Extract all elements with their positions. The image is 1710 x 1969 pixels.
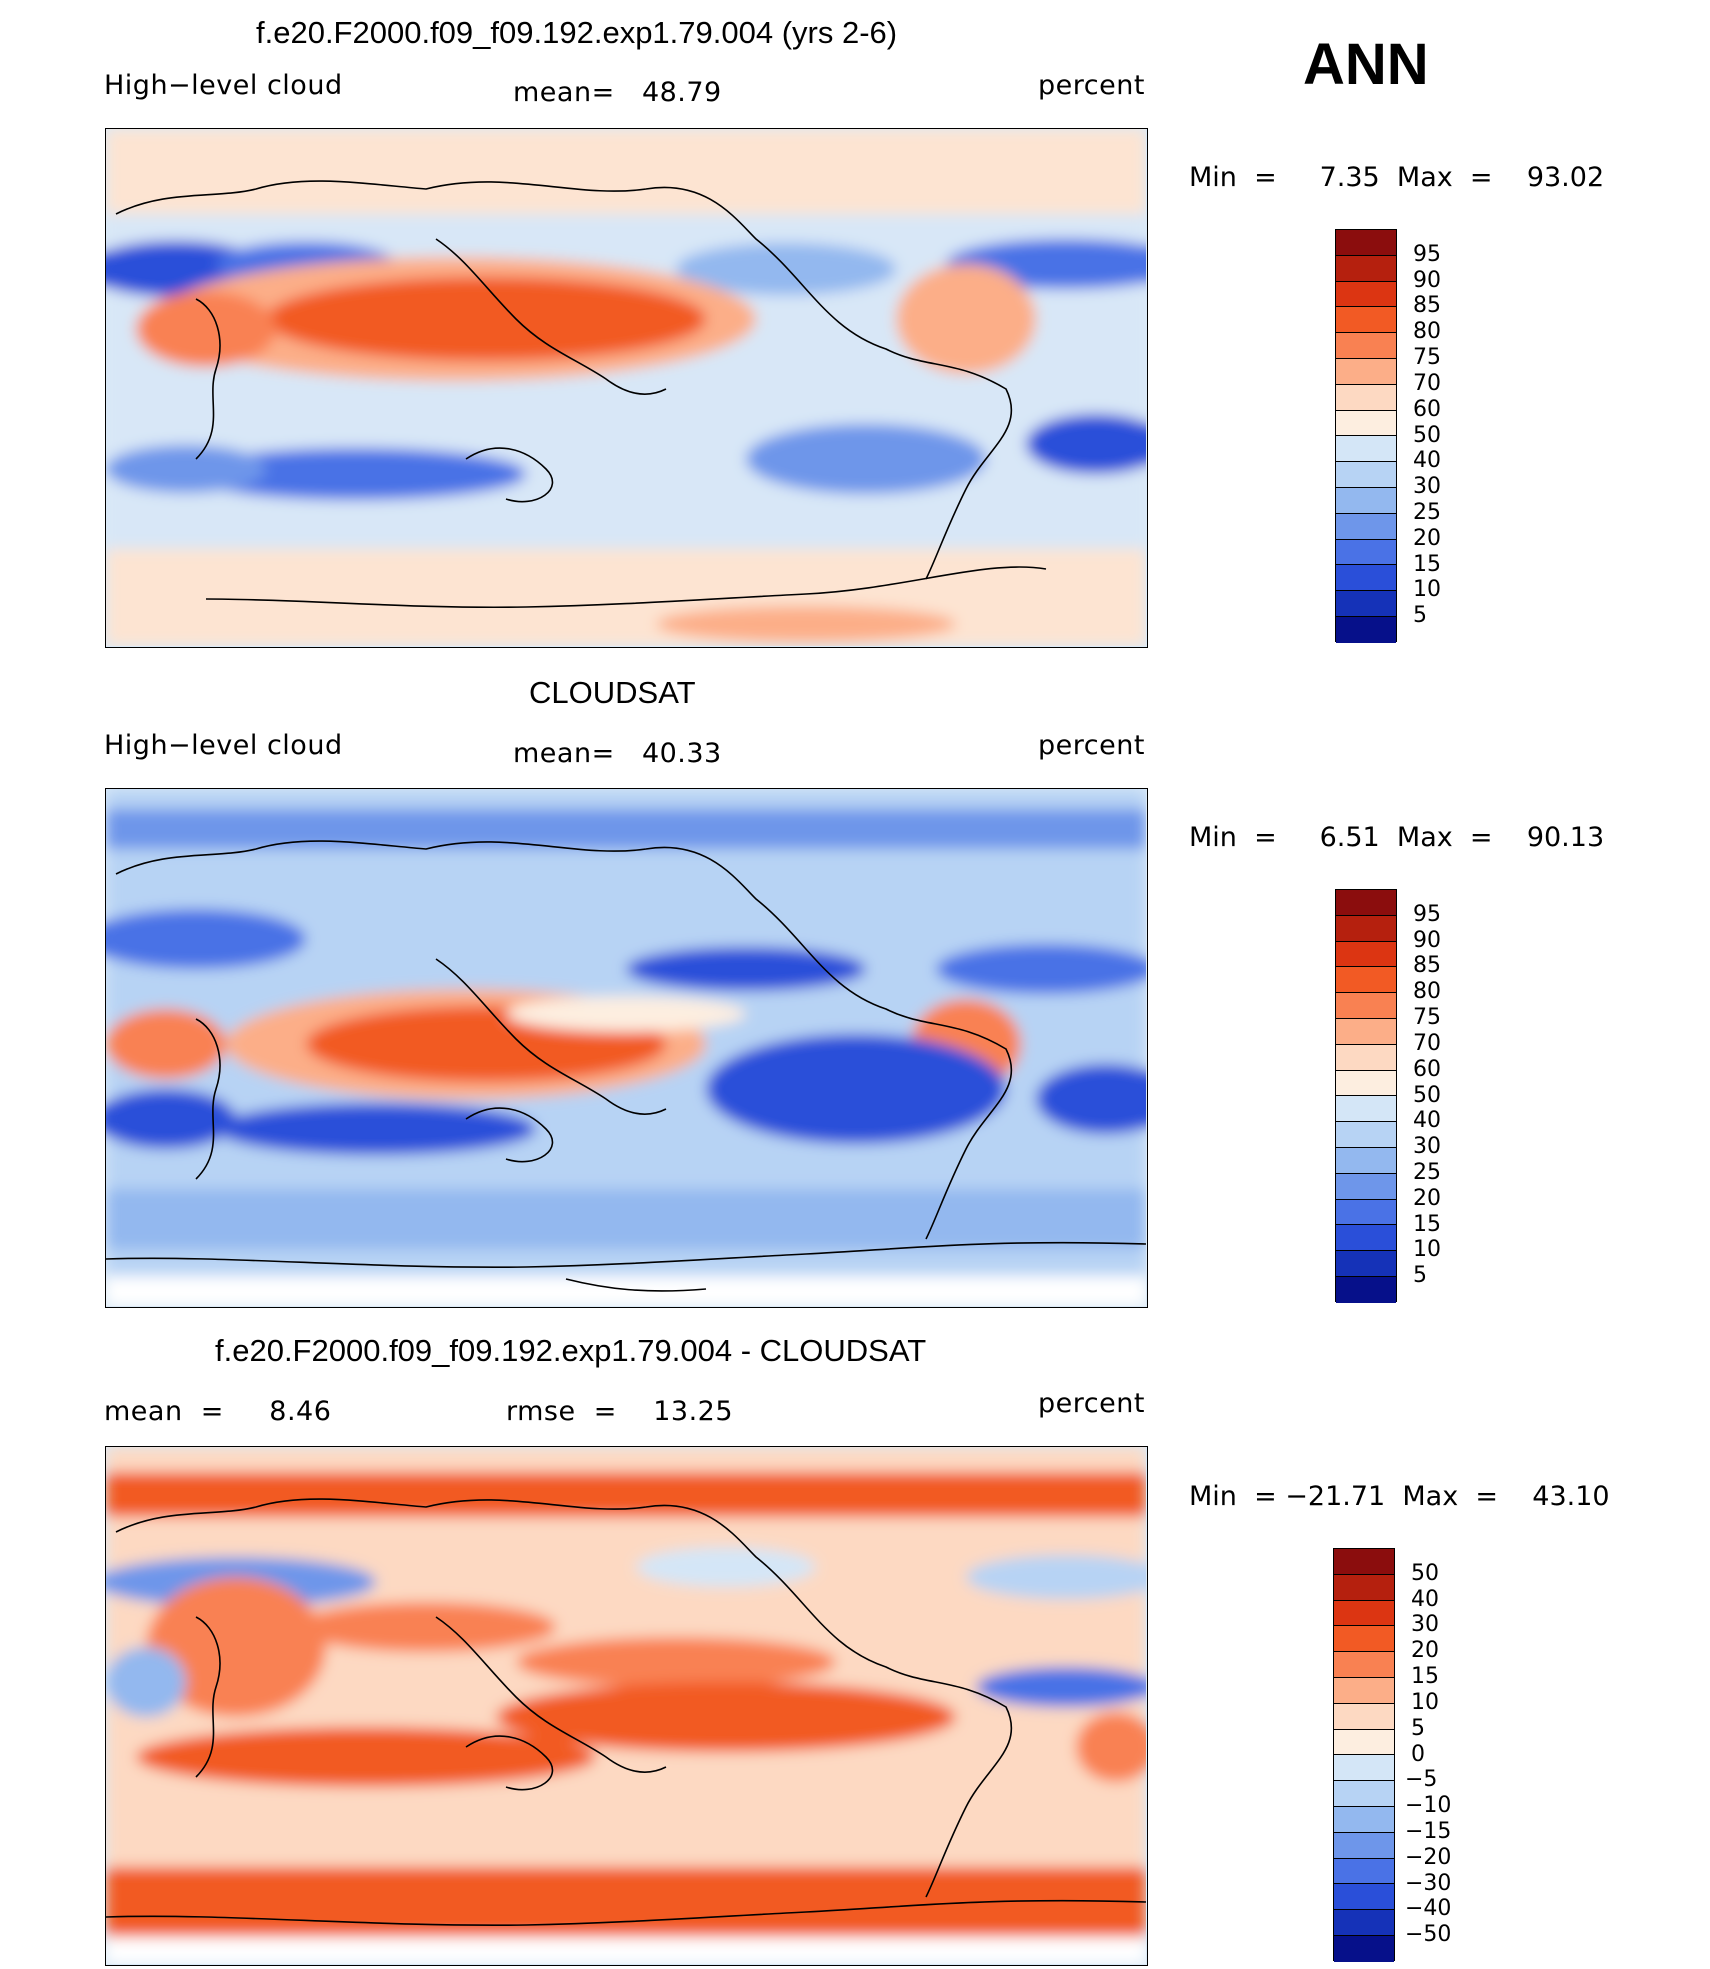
- panel-2-units: percent: [1038, 730, 1145, 761]
- colorbar-tick-label: 20: [1413, 1185, 1441, 1211]
- colorbar-tick-label: 30: [1413, 474, 1441, 500]
- colorbar-tick-label: 85: [1413, 293, 1441, 319]
- colorbar-tick-label: 70: [1413, 1030, 1441, 1056]
- colorbar-tick-label: −20: [1405, 1844, 1452, 1870]
- colorbar-tick-label: 95: [1413, 241, 1441, 267]
- panel-2-colorbar: [1335, 889, 1397, 1303]
- colorbar-tick-label: 50: [1413, 1082, 1441, 1108]
- colorbar-tick-label: 20: [1411, 1638, 1439, 1664]
- colorbar-tick-label: −50: [1405, 1922, 1452, 1948]
- colorbar-tick-label: 90: [1413, 927, 1441, 953]
- colorbar-tick-label: 15: [1413, 1211, 1441, 1237]
- panel-2-map-svg: [106, 789, 1146, 1306]
- colorbar-tick-label: 75: [1413, 1005, 1441, 1031]
- colorbar-tick-label: 95: [1413, 901, 1441, 927]
- panel-1-map: [105, 128, 1148, 648]
- colorbar-tick-label: 15: [1413, 551, 1441, 577]
- panel-1-colorbar: [1335, 229, 1397, 643]
- colorbar-tick-label: 30: [1411, 1612, 1439, 1638]
- panel-1-min-max: Min = 7.35 Max = 93.02: [1189, 162, 1605, 193]
- colorbar-tick-label: 80: [1413, 979, 1441, 1005]
- colorbar-tick-label: −10: [1405, 1793, 1452, 1819]
- colorbar-tick-label: 5: [1413, 1263, 1427, 1289]
- panel-1-map-svg: [106, 129, 1146, 646]
- panel-2-variable-label: High−level cloud: [104, 730, 343, 761]
- colorbar-tick-label: −5: [1405, 1767, 1438, 1793]
- colorbar-tick-label: 40: [1413, 448, 1441, 474]
- panel-1-title: f.e20.F2000.f09_f09.192.exp1.79.004 (yrs…: [256, 15, 898, 50]
- panel-2-title: CLOUDSAT: [529, 675, 696, 710]
- season-label: ANN: [1303, 32, 1429, 97]
- panel-2-min-max: Min = 6.51 Max = 90.13: [1189, 822, 1605, 853]
- colorbar-tick-label: 85: [1413, 953, 1441, 979]
- panel-3-rmse: rmse = 13.25: [506, 1396, 734, 1427]
- panel-3-units: percent: [1038, 1388, 1145, 1419]
- panel-2-mean: mean= 40.33: [513, 738, 722, 769]
- colorbar-tick-label: 50: [1411, 1560, 1439, 1586]
- colorbar-tick-label: 40: [1411, 1586, 1439, 1612]
- colorbar-tick-label: 10: [1411, 1689, 1439, 1715]
- colorbar-tick-label: 10: [1413, 1237, 1441, 1263]
- colorbar-tick-label: 40: [1413, 1108, 1441, 1134]
- panel-3-mean: mean = 8.46: [104, 1396, 332, 1427]
- panel-3-title: f.e20.F2000.f09_f09.192.exp1.79.004 - CL…: [215, 1333, 927, 1368]
- colorbar-tick-label: 60: [1413, 1056, 1441, 1082]
- colorbar-tick-label: 90: [1413, 267, 1441, 293]
- colorbar-tick-label: 5: [1411, 1715, 1425, 1741]
- colorbar-tick-label: 15: [1411, 1664, 1439, 1690]
- colorbar-tick-label: 50: [1413, 422, 1441, 448]
- colorbar-tick-label: 30: [1413, 1134, 1441, 1160]
- colorbar-tick-label: −40: [1405, 1896, 1452, 1922]
- colorbar-tick-label: 0: [1411, 1741, 1425, 1767]
- panel-3-map-svg: [106, 1447, 1146, 1964]
- panel-1-variable-label: High−level cloud: [104, 70, 343, 101]
- colorbar-tick-label: 10: [1413, 577, 1441, 603]
- colorbar-tick-label: 25: [1413, 499, 1441, 525]
- colorbar-tick-label: 70: [1413, 370, 1441, 396]
- colorbar-tick-label: 20: [1413, 525, 1441, 551]
- colorbar-tick-label: 80: [1413, 319, 1441, 345]
- panel-3-colorbar: [1333, 1548, 1395, 1962]
- colorbar-tick-label: 60: [1413, 396, 1441, 422]
- colorbar-tick-label: −30: [1405, 1870, 1452, 1896]
- panel-1-units: percent: [1038, 70, 1145, 101]
- colorbar-tick-label: 25: [1413, 1159, 1441, 1185]
- colorbar-tick-label: 75: [1413, 345, 1441, 371]
- panel-1-mean: mean= 48.79: [513, 77, 722, 108]
- panel-3-map: [105, 1446, 1148, 1966]
- panel-2-map: [105, 788, 1148, 1308]
- colorbar-tick-label: −15: [1405, 1818, 1452, 1844]
- colorbar-tick-label: 5: [1413, 603, 1427, 629]
- panel-3-min-max: Min = −21.71 Max = 43.10: [1189, 1481, 1610, 1512]
